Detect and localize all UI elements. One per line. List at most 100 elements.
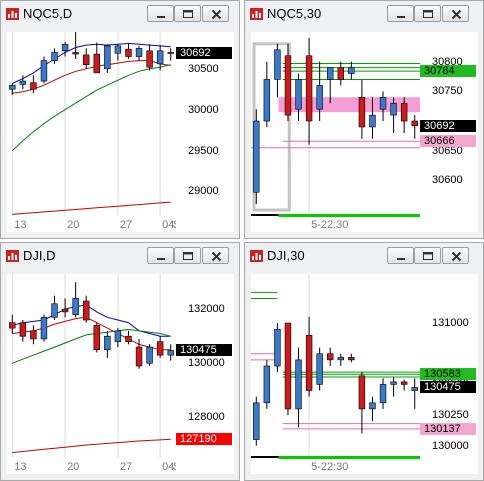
candlestick-chart: 13202704Sep (7, 32, 192, 232)
minimize-button[interactable] (147, 5, 174, 22)
price-marker-box: 130583 (420, 368, 476, 381)
candle-bull (369, 402, 376, 410)
price-axis-label: 128000 (188, 411, 225, 424)
window-title: NQC5,30 (267, 6, 322, 21)
minimize-button[interactable] (147, 247, 174, 264)
maximize-button[interactable] (174, 5, 201, 22)
price-marker-box: 130137 (420, 422, 476, 435)
close-button[interactable] (442, 5, 469, 22)
price-axis-label: 132000 (188, 303, 225, 316)
chart-app-icon (250, 8, 263, 20)
candle-bull (146, 346, 153, 364)
time-axis-label: 27 (120, 461, 132, 473)
price-chart-plot[interactable]: 13202704Sep (7, 32, 192, 232)
price-axis-label: 30500 (188, 62, 219, 75)
minimize-icon (397, 258, 405, 260)
minimize-button[interactable] (387, 5, 414, 22)
minimize-icon (397, 16, 405, 18)
title-bar[interactable]: NQC5,D (1, 1, 239, 27)
chart-window-nqc5-daily[interactable]: NQC5,D 13202704Sep 305003000029500290003… (0, 0, 240, 239)
candle-bear (83, 54, 90, 66)
chart-window-dji-30min[interactable]: DJI,30 5-22:30 1310001305001302501300001… (244, 242, 484, 481)
candle-bear (61, 308, 69, 313)
time-axis-strip (7, 216, 176, 232)
close-icon (211, 251, 222, 262)
candle-bull (327, 67, 334, 80)
maximize-icon (183, 252, 193, 260)
time-axis-strip (7, 458, 176, 474)
candle-bull (72, 298, 79, 315)
time-axis-strip (251, 216, 420, 232)
candle-bear (337, 67, 344, 80)
price-axis[interactable]: 132000 130000 128000 130475 127190 (176, 274, 234, 474)
price-axis[interactable]: 30500 30000 29500 29000 30692 (176, 32, 234, 232)
candle-bear (135, 346, 143, 367)
price-chart-plot[interactable]: 13202704Sep (7, 274, 192, 474)
price-axis-label: 130000 (188, 357, 225, 370)
close-button[interactable] (442, 247, 469, 264)
title-bar[interactable]: DJI,30 (245, 243, 483, 269)
candle-bear (284, 55, 292, 116)
time-axis-label: 13 (14, 461, 26, 473)
candle-bear (358, 96, 366, 128)
candle-bear (167, 52, 174, 54)
time-axis-label: 20 (67, 219, 79, 231)
candle-bull (104, 335, 111, 351)
candle-bull (19, 80, 27, 85)
price-marker-box: 130475 (176, 344, 232, 357)
candlestick-chart: 5-22:30 (251, 32, 430, 232)
candle-bear (348, 357, 355, 361)
candle-bull (379, 96, 387, 110)
close-button[interactable] (202, 5, 229, 22)
candle-bear (327, 353, 334, 361)
price-axis-label: 30000 (188, 103, 219, 116)
candle-bull (61, 43, 69, 52)
title-bar[interactable]: NQC5,30 (245, 1, 483, 27)
maximize-button[interactable] (414, 247, 441, 264)
candle-bull (274, 328, 281, 367)
candle-bear (19, 322, 27, 337)
maximize-button[interactable] (414, 5, 441, 22)
title-bar[interactable]: DJI,D (1, 243, 239, 269)
price-chart-plot[interactable]: 5-22:30 (251, 274, 420, 474)
window-title: DJI,D (23, 248, 56, 263)
chart-app-icon (250, 250, 263, 262)
chart-app-icon (6, 250, 19, 262)
candle-bull (390, 381, 397, 385)
time-axis-label: 04 (162, 219, 174, 231)
price-axis-label: 30750 (432, 85, 463, 98)
candle-bull (348, 67, 355, 74)
price-axis-label: 131000 (432, 317, 469, 330)
maximize-icon (423, 10, 433, 18)
chart-window-dji-daily[interactable]: DJI,D 13202704Sep 132000 130000 128000 1304… (0, 242, 240, 481)
candle-bull (295, 359, 302, 410)
session-bar-black (251, 214, 279, 216)
time-axis-label: 5-22:30 (311, 461, 348, 473)
close-button[interactable] (202, 247, 229, 264)
time-axis-label: 13 (14, 219, 26, 231)
chart-window-nqc5-30min[interactable]: NQC5,30 5-22:30 30800 30750 30650 30600 3078… (244, 0, 484, 239)
price-axis[interactable]: 1310001305001302501300001305831304751301… (420, 274, 478, 474)
price-axis-label: 29500 (188, 144, 219, 157)
price-axis-label: 130250 (432, 409, 469, 422)
minimize-button[interactable] (387, 247, 414, 264)
price-axis-label: 30800 (432, 55, 463, 68)
price-axis-label: 130000 (432, 439, 469, 452)
candle-bear (93, 325, 100, 351)
candle-bull (253, 120, 260, 193)
candle-bear (358, 375, 366, 410)
candle-bear (83, 300, 90, 321)
candle-bull (40, 316, 48, 340)
price-axis[interactable]: 30800 30750 30650 30600 30784 30692 30666 (420, 32, 478, 232)
maximize-button[interactable] (174, 247, 201, 264)
moving-average-line (12, 438, 171, 454)
candle-bear (125, 335, 132, 342)
candlestick-chart: 13202704Sep (7, 274, 192, 474)
session-bar-green (278, 214, 420, 217)
price-marker-box: 30692 (420, 119, 476, 132)
close-icon (211, 9, 222, 20)
moving-average-line (12, 42, 171, 84)
price-chart-plot[interactable]: 5-22:30 (251, 32, 430, 232)
price-marker-box: 130475 (420, 381, 476, 394)
candle-bull (390, 102, 397, 116)
